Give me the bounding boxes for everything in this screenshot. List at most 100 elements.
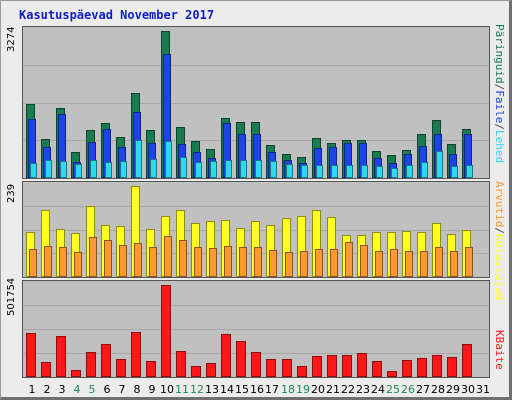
- x-tick-label: 13: [205, 383, 219, 396]
- kbytes-bar: [327, 355, 337, 377]
- legend-kbytes: KBaite: [493, 330, 506, 370]
- kbytes-bar: [191, 366, 201, 377]
- pages-bar: [346, 165, 353, 178]
- pages-bar: [301, 165, 308, 178]
- x-tick-label: 29: [446, 383, 460, 396]
- pages-bar: [406, 165, 413, 178]
- top-series-labels: Päringuid/Faile/Lehed: [493, 24, 506, 163]
- pages-bar: [75, 164, 82, 178]
- hosts-bar: [435, 247, 443, 277]
- pages-bar: [240, 160, 247, 178]
- pages-bar: [286, 164, 293, 178]
- kbytes-bar: [372, 361, 382, 377]
- x-tick-label: 1: [28, 383, 36, 396]
- pages-bar: [105, 162, 112, 178]
- legend-separator: /: [493, 227, 506, 234]
- pages-bar: [466, 165, 473, 178]
- x-tick-label: 26: [401, 383, 415, 396]
- legend-separator: /: [493, 123, 506, 130]
- bottom-ymax-label: 501754: [6, 277, 17, 316]
- pages-bar: [436, 151, 443, 178]
- pages-bar: [45, 160, 52, 178]
- hosts-bar: [360, 245, 368, 277]
- x-tick-label: 22: [341, 383, 355, 396]
- gridline: [23, 206, 489, 207]
- kbytes-bar: [342, 355, 352, 377]
- hosts-bar: [300, 251, 308, 277]
- hosts-bar: [330, 249, 338, 277]
- kbytes-bar: [402, 360, 412, 377]
- hosts-bar: [89, 237, 97, 277]
- x-tick-label: 25: [386, 383, 400, 396]
- pages-bar: [255, 160, 262, 178]
- hosts-bar: [224, 246, 232, 277]
- hosts-bar: [194, 247, 202, 277]
- hosts-bar: [254, 247, 262, 277]
- hosts-bar: [420, 251, 428, 277]
- pages-bar: [376, 166, 383, 178]
- x-tick-label: 6: [103, 383, 111, 396]
- hosts-bar: [390, 249, 398, 277]
- hosts-bar: [164, 236, 172, 277]
- hosts-bar: [29, 249, 37, 277]
- gridline: [23, 65, 489, 66]
- x-tick-label: 11: [175, 383, 189, 396]
- legend-pages: Lehed: [493, 129, 506, 164]
- kbytes-bar: [206, 363, 216, 377]
- x-tick-label: 30: [461, 383, 475, 396]
- hosts-bar: [450, 251, 458, 277]
- kbytes-bar: [146, 361, 156, 377]
- hosts-bar: [239, 247, 247, 277]
- gridline: [23, 305, 489, 306]
- hosts-bar: [269, 250, 277, 277]
- hosts-bar: [209, 248, 217, 277]
- kbytes-bar: [56, 336, 66, 377]
- hosts-bar: [59, 247, 67, 277]
- x-tick-label: 21: [326, 383, 340, 396]
- pages-bar: [60, 161, 67, 178]
- legend-hits: Päringuid: [493, 24, 506, 84]
- kbytes-bar: [71, 370, 81, 377]
- x-tick-label: 27: [416, 383, 430, 396]
- kbytes-bar: [101, 344, 111, 377]
- pages-bar: [195, 162, 202, 178]
- pages-bar: [120, 161, 127, 178]
- pages-bar: [135, 140, 142, 178]
- visitors-hosts-plot: [22, 181, 490, 278]
- hits-files-pages-plot: [22, 26, 490, 179]
- kbytes-bar: [176, 351, 186, 377]
- hosts-bar: [465, 247, 473, 277]
- legend-hosts: Arvutid: [493, 181, 506, 228]
- legend-files: Faile: [493, 90, 506, 124]
- pages-bar: [421, 162, 428, 178]
- hosts-bar: [405, 251, 413, 277]
- legend-visitors: Külastajad: [493, 233, 506, 301]
- pages-bar: [316, 165, 323, 178]
- pages-bar: [451, 166, 458, 178]
- x-tick-label: 9: [148, 383, 156, 396]
- kbytes-bar: [266, 359, 276, 377]
- gridline: [23, 329, 489, 330]
- x-tick-label: 31: [476, 383, 490, 396]
- x-tick-label: 12: [190, 383, 204, 396]
- hosts-bar: [375, 251, 383, 277]
- pages-bar: [331, 165, 338, 178]
- x-tick-label: 2: [43, 383, 51, 396]
- kbytes-bar: [251, 352, 261, 377]
- hosts-bar: [119, 245, 127, 277]
- kbytes-bar: [417, 358, 427, 377]
- x-tick-label: 5: [88, 383, 96, 396]
- x-tick-label: 10: [160, 383, 174, 396]
- hosts-bar: [345, 242, 353, 277]
- pages-bar: [30, 163, 37, 178]
- kbytes-bar: [161, 285, 171, 377]
- pages-bar: [225, 160, 232, 178]
- kbytes-bar: [387, 371, 397, 377]
- kbytes-bar: [432, 355, 442, 377]
- top-ymax-label: 3274: [6, 26, 17, 52]
- x-tick-label: 16: [250, 383, 264, 396]
- hosts-bar: [285, 252, 293, 277]
- hosts-bar: [104, 240, 112, 277]
- kbytes-bar: [221, 334, 231, 377]
- pages-bar: [150, 159, 157, 178]
